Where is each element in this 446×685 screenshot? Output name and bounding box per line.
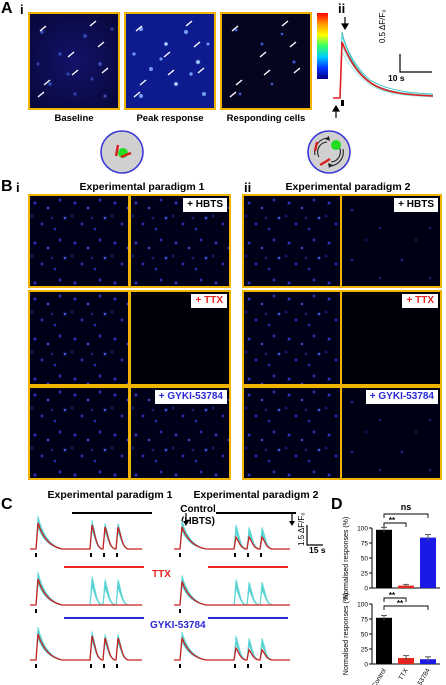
c-heading-paradigm-2: Experimental paradigm 2 — [193, 489, 319, 501]
d-category-label-1: TTX — [398, 667, 411, 682]
c-scale-x-label: 15 s — [309, 545, 326, 555]
panel-c-traces — [30, 512, 323, 668]
b1-hbts-left — [28, 194, 130, 288]
panel-a-i-label: i — [20, 2, 24, 17]
panel-b-ii-label: ii — [244, 180, 252, 195]
stim-marker — [341, 100, 344, 106]
a-scale-y-label: 0.5 ΔF/F₀ — [378, 9, 387, 43]
schematic-paradigm-2 — [307, 130, 351, 174]
c-scale-bar — [306, 525, 323, 546]
d-ytick-label-1-50: 50 — [361, 632, 369, 639]
mean-trace — [333, 41, 434, 99]
b1-gyki-left — [28, 386, 130, 480]
stim-arrow-top — [340, 17, 350, 31]
b1-gyki-right: + GYKI-53784 — [129, 386, 231, 480]
d-sig2-label: ** — [389, 591, 396, 600]
baseline-image-svg — [30, 14, 118, 108]
responding-cells-image — [220, 12, 312, 110]
b2-hbts-right: + HBTS — [340, 194, 442, 288]
b1-tag-ttx: + TTX — [191, 294, 227, 308]
c-p2-gyki — [174, 631, 290, 668]
responding-cells-image-svg — [222, 14, 310, 108]
d-ytick-label-1-75: 75 — [361, 617, 369, 624]
d-ylabel-0: Normalised responses (%) — [343, 517, 350, 599]
peak-response-image-svg — [126, 14, 214, 108]
c-p1-control — [30, 515, 142, 557]
b2-ttx-left — [242, 290, 344, 386]
caption-peak-response: Peak response — [136, 113, 204, 124]
c-heading-paradigm-1: Experimental paradigm 1 — [47, 489, 173, 501]
c-control-line2: (HBTS) — [181, 516, 215, 527]
b2-tag-ttx: + TTX — [402, 294, 438, 308]
d-ytick-label-0-75: 75 — [361, 541, 369, 548]
panel-b-i-label: i — [16, 180, 20, 195]
a-scale-bar — [399, 54, 432, 73]
caption-baseline: Baseline — [54, 113, 94, 124]
d-ytick-label-1-100: 100 — [357, 602, 368, 609]
baseline-image — [28, 12, 120, 110]
d-ytick-label-0-50: 50 — [361, 556, 369, 563]
caption-responding-cells: Responding cells — [226, 113, 306, 124]
panel-c-label: C — [1, 496, 13, 513]
b2-tag-hbts: + HBTS — [394, 198, 438, 212]
c-ttx-label: TTX — [152, 569, 171, 580]
b-heading-paradigm-2: Experimental paradigm 2 — [285, 181, 411, 193]
b2-gyki-left — [242, 386, 344, 480]
panel-d-charts: 0 25 50 75 100 Normalised responses (%) 0 25 50 7… — [343, 502, 440, 685]
a-scale-x-label: 10 s — [388, 73, 405, 83]
d-ytick-label-1-25: 25 — [361, 647, 369, 654]
c-p2-ttx — [174, 575, 290, 613]
b2-gyki-right: + GYKI-53784 — [340, 386, 442, 480]
d-ytick-label-0-100: 100 — [357, 526, 368, 533]
d-bracket-sig3 — [383, 605, 429, 610]
c-control-label: Control (HBTS) — [168, 504, 228, 528]
stim-arrow-bottom — [331, 104, 341, 118]
d-ytick-label-0-25: 25 — [361, 571, 369, 578]
b1-hbts-right: + HBTS — [129, 194, 231, 288]
c-arrow-2 — [289, 513, 295, 526]
d-category-label-0: Control — [371, 667, 388, 685]
d-bracket-sig1 — [383, 522, 407, 527]
d-category-label-2: GYKI-53784 — [408, 667, 432, 685]
c-p1-ttx — [30, 571, 142, 613]
panel-a-ii-traces — [331, 17, 434, 118]
panel-d-label: D — [331, 496, 343, 513]
d-ns-label: ns — [401, 502, 412, 512]
c-gyki-label: GYKI-53784 — [150, 620, 206, 631]
d-ylabel-1: Normalised responses (%) — [343, 593, 350, 675]
c-p2-control — [174, 520, 290, 557]
d-sig3-label: ** — [397, 599, 404, 608]
c-arrow-1 — [183, 513, 189, 526]
b1-ttx-right: + TTX — [129, 290, 231, 386]
d-bracket-ns — [383, 513, 429, 518]
b1-tag-gyki: + GYKI-53784 — [154, 390, 227, 404]
d-bar-0-0 — [376, 529, 392, 588]
d-bar-1-0 — [376, 617, 392, 664]
b2-tag-gyki: + GYKI-53784 — [365, 390, 438, 404]
b1-tag-hbts: + HBTS — [183, 198, 227, 212]
d-bracket-sig2 — [383, 597, 407, 602]
panel-b-label: B — [1, 178, 13, 195]
panel-a-ii-label: ii — [338, 1, 346, 16]
d-bar-0-2 — [420, 537, 436, 588]
c-control-line1: Control — [180, 504, 216, 515]
colorbar — [317, 13, 328, 79]
d-bar-1-1 — [398, 658, 414, 664]
b-heading-paradigm-1: Experimental paradigm 1 — [79, 181, 205, 193]
b2-hbts-left — [242, 194, 344, 288]
schematic-paradigm-1 — [100, 130, 144, 174]
d-sig1-label: ** — [389, 516, 396, 525]
d-ytick-label-0-0: 0 — [364, 586, 368, 593]
d-ytick-label-1-0: 0 — [364, 662, 368, 669]
b2-ttx-right: + TTX — [340, 290, 442, 386]
peak-response-image — [124, 12, 216, 110]
panel-a-label: A — [1, 0, 13, 17]
c-p1-gyki — [30, 626, 142, 668]
b1-ttx-left — [28, 290, 130, 386]
